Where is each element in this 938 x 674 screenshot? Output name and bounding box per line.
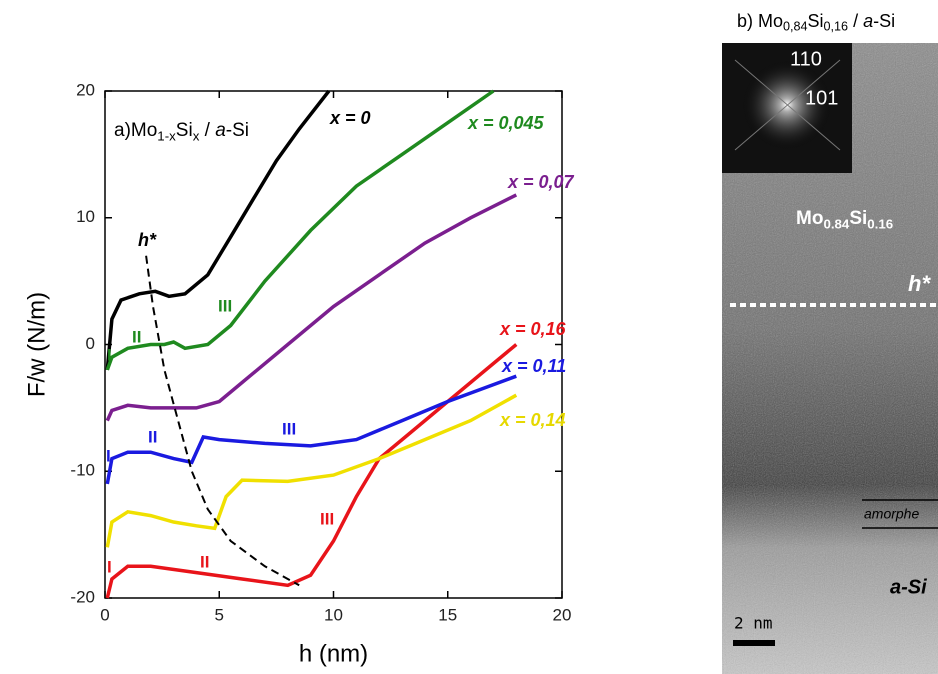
x-tick-label: 10 <box>324 605 343 624</box>
panel-label-run: -Si <box>226 120 249 141</box>
x-tick-label: 5 <box>215 605 224 624</box>
region-label: II <box>148 427 157 446</box>
region-label: II <box>200 552 209 571</box>
series-line <box>105 393 518 548</box>
series-label: h* <box>138 230 157 250</box>
series-label: x = 0,14 <box>499 410 566 430</box>
x-axis-label: h (nm) <box>299 640 368 667</box>
image-title-run: 0,16 <box>824 20 849 34</box>
layer-label-run: 0.16 <box>867 216 893 231</box>
x-tick-label: 20 <box>553 605 572 624</box>
series-label: x = 0,11 <box>501 356 566 376</box>
region-label: III <box>320 509 334 528</box>
series-line <box>105 374 517 485</box>
series-label: x = 0,07 <box>507 172 575 192</box>
panel-label-run: a <box>215 120 226 141</box>
panel-label-run: x <box>193 128 200 143</box>
y-tick-label: 20 <box>76 80 95 99</box>
image-title-run: b) Mo <box>737 11 783 31</box>
panel-label-run: Si <box>176 120 193 141</box>
fft-label: 101 <box>805 87 838 109</box>
image-title-run: / <box>848 11 863 31</box>
series-line <box>105 193 518 422</box>
series-line <box>105 89 331 371</box>
panel-label-run: / <box>199 120 215 141</box>
region-label: II <box>132 327 141 346</box>
image-title-run: Si <box>808 11 824 31</box>
tem-image <box>722 43 938 674</box>
amorphous-label: amorphe <box>864 506 919 522</box>
panel-label: a)Mo1-xSix / a-Si <box>114 120 249 143</box>
series-label: x = 0,16 <box>499 319 567 339</box>
image-title-run: 0,84 <box>783 20 808 34</box>
region-label: I <box>107 557 112 576</box>
series-label: x = 0,045 <box>467 113 545 133</box>
scale-label: 2 nm <box>734 614 773 633</box>
interface-label: h* <box>908 271 931 296</box>
y-tick-label: -10 <box>70 461 95 480</box>
y-axis-label: F/w (N/m) <box>23 292 50 397</box>
series-line <box>105 89 495 371</box>
substrate-label: a-Si <box>890 576 927 598</box>
region-label: III <box>218 296 232 315</box>
region-label: I <box>107 345 112 364</box>
x-tick-label: 15 <box>438 605 457 624</box>
series-label: x = 0 <box>329 108 371 128</box>
image-title-run: a <box>863 11 873 31</box>
image-title-run: -Si <box>873 11 895 31</box>
image-title: b) Mo0,84Si0,16 / a-Si <box>737 11 895 34</box>
threshold-curve <box>145 255 300 587</box>
layer-label-run: Mo <box>796 208 823 229</box>
y-tick-label: 10 <box>76 207 95 226</box>
region-label: III <box>282 419 296 438</box>
panel-label-run: a)Mo <box>114 120 157 141</box>
x-tick-label: 0 <box>100 605 109 624</box>
y-tick-label: 0 <box>86 334 95 353</box>
y-tick-label: -20 <box>70 587 95 606</box>
region-label: I <box>106 446 111 465</box>
series-line <box>105 343 518 599</box>
layer-label-run: Si <box>849 208 867 229</box>
layer-label-run: 0.84 <box>823 216 849 231</box>
layer-label: Mo0.84Si0.16 <box>796 208 893 231</box>
fft-label: 110 <box>790 48 822 70</box>
panel-label-run: 1-x <box>157 128 176 143</box>
